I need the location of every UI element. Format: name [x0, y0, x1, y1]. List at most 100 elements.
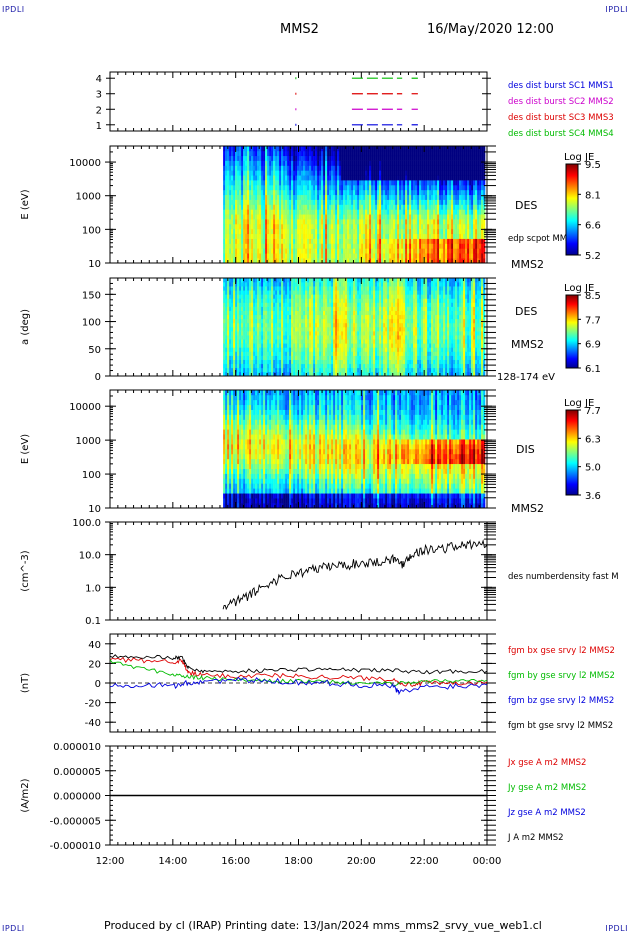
density-ytick-label: 0.1 — [85, 616, 101, 627]
burst-frame — [109, 71, 488, 132]
des-energy-sublabel: MMS2 — [511, 258, 544, 271]
des_pitch-colorbar-label: 6.9 — [585, 340, 601, 351]
datetime-title: 16/May/2020 12:00 — [427, 22, 554, 37]
footer-credit: Produced by cl (IRAP) Printing date: 13/… — [104, 919, 542, 932]
bfield-ylabel: (nT) — [20, 673, 31, 693]
des_pitch-spectrogram — [223, 278, 486, 377]
des_pitch-ytick-label: 50 — [88, 345, 101, 356]
dis_energy-colorbar-title: Log JE — [564, 398, 594, 409]
dis_energy-colorbar-label: 6.3 — [585, 434, 601, 445]
corner-label-bl: IPDLI — [2, 924, 25, 933]
des_pitch-colorbar-label: 6.1 — [585, 364, 601, 375]
des_pitch-ytick-label: 150 — [82, 290, 101, 301]
current-legend-entry: Jz gse A m2 MMS2 — [507, 808, 586, 818]
des_energy-colorbar — [565, 163, 579, 256]
current-legend-entry: Jy gse A m2 MMS2 — [507, 783, 586, 793]
dis_energy-ytick-label: 10000 — [69, 402, 101, 413]
current-ytick-label: -0.000010 — [50, 841, 101, 852]
spacecraft-title: MMS2 — [280, 22, 319, 37]
des_pitch-colorbar-title: Log JE — [564, 283, 594, 294]
dis_energy-ytick-label: 100 — [82, 470, 101, 481]
time-axis-label: 20:00 — [347, 856, 376, 867]
bfield-legend-entry: fgm by gse srvy l2 MMS2 — [508, 671, 615, 681]
corner-label-br: IPDLI — [605, 924, 628, 933]
current-ylabel: (A/m2) — [20, 778, 31, 812]
dis-energy-sublabel: MMS2 — [511, 502, 544, 515]
des_pitch-ytick-label: 0 — [95, 372, 101, 383]
des_pitch-colorbar-label: 8.5 — [585, 291, 601, 302]
density-ytick-label: 100.0 — [72, 518, 101, 529]
des_energy-colorbar-label: 9.5 — [585, 160, 601, 171]
des_energy-ylabel: E (eV) — [20, 189, 31, 219]
des_energy-ytick-label: 1000 — [76, 192, 101, 203]
bfield-ytick-label: 0 — [95, 679, 101, 690]
burst-ytick-label: 1 — [96, 121, 102, 132]
des_pitch-colorbar — [565, 294, 579, 369]
bfield-series-line — [109, 654, 488, 675]
dis_energy-ytick-label: 10 — [88, 504, 101, 515]
density-ylabel: (cm^-3) — [20, 550, 31, 591]
time-axis-label: 12:00 — [96, 856, 125, 867]
dis_energy-colorbar — [565, 409, 579, 496]
current-legend-entry: J A m2 MMS2 — [507, 833, 564, 843]
burst-dot — [295, 92, 297, 95]
time-axis-label: 18:00 — [284, 856, 313, 867]
burst-dot — [295, 77, 297, 80]
density-series-line — [222, 539, 488, 611]
des_energy-ytick-label: 10 — [88, 259, 101, 270]
time-axis-label: 16:00 — [221, 856, 250, 867]
burst-legend-entry: des dist burst SC1 MMS1 — [508, 81, 614, 91]
dis_energy-ytick-label: 1000 — [76, 436, 101, 447]
des_energy-colorbar-label: 5.2 — [585, 251, 601, 262]
current-ytick-label: 0.000010 — [53, 742, 101, 753]
bfield-ytick-label: -40 — [85, 718, 101, 729]
burst-legend-entry: des dist burst SC4 MMS4 — [508, 129, 614, 139]
dis_energy-spectrogram — [223, 390, 486, 509]
des-pitch-energy-range: 128-174 eV — [497, 372, 555, 383]
des_pitch-colorbar-label: 7.7 — [585, 315, 601, 326]
bfield-series-line — [109, 659, 488, 687]
burst-legend-entry: des dist burst SC3 MMS3 — [508, 113, 614, 123]
dis_energy-colorbar-label: 5.0 — [585, 463, 601, 474]
des_energy-colorbar-label: 8.1 — [585, 190, 601, 201]
density-ytick-label: 1.0 — [85, 583, 101, 594]
bfield-legend-entry: fgm bt gse srvy l2 MMS2 — [508, 721, 613, 731]
time-axis-label: 22:00 — [410, 856, 439, 867]
des-energy-label: DES — [515, 199, 537, 212]
burst-ytick-label: 2 — [96, 105, 102, 116]
des_energy-colorbar-label: 6.6 — [585, 221, 601, 232]
dis_energy-ylabel: E (eV) — [20, 434, 31, 464]
current-ytick-label: -0.000005 — [50, 816, 101, 827]
bfield-ytick-label: 40 — [88, 640, 101, 651]
density-frame — [109, 521, 488, 621]
current-ytick-label: 0.000005 — [53, 767, 101, 778]
des_energy-spectrogram — [223, 146, 486, 264]
density-ytick-label: 10.0 — [79, 551, 101, 562]
burst-ytick-label: 3 — [96, 90, 102, 101]
bfield-ytick-label: -20 — [85, 699, 101, 710]
bfield-ytick-label: 20 — [88, 659, 101, 670]
dis-energy-label: DIS — [516, 443, 535, 456]
des_pitch-ylabel: a (deg) — [20, 309, 31, 345]
corner-label-tr: IPDLI — [605, 5, 628, 14]
current-legend-entry: Jx gse A m2 MMS2 — [507, 758, 586, 768]
bfield-legend-entry: fgm bz gse srvy l2 MMS2 — [508, 696, 614, 706]
des_energy-ytick-label: 10000 — [69, 158, 101, 169]
time-axis-label: 00:00 — [473, 856, 502, 867]
time-axis-label: 14:00 — [158, 856, 187, 867]
burst-ytick-label: 4 — [96, 74, 102, 85]
dis_energy-colorbar-label: 3.6 — [585, 491, 601, 502]
des_energy-ytick-label: 100 — [82, 225, 101, 236]
density-series-label: des numberdensity fast M — [508, 572, 619, 582]
dis_energy-colorbar-label: 7.7 — [585, 406, 601, 417]
bfield-legend-entry: fgm bx gse srvy l2 MMS2 — [508, 646, 615, 656]
burst-legend-entry: des dist burst SC2 MMS2 — [508, 97, 614, 107]
current-ytick-label: 0.000000 — [53, 792, 101, 803]
burst-dot — [295, 108, 297, 111]
bfield-series-line — [109, 676, 488, 696]
corner-label-tl: IPDLI — [2, 5, 25, 14]
des-pitch-sublabel: MMS2 — [511, 338, 544, 351]
des-pitch-label: DES — [515, 305, 537, 318]
burst-dot — [295, 123, 297, 126]
